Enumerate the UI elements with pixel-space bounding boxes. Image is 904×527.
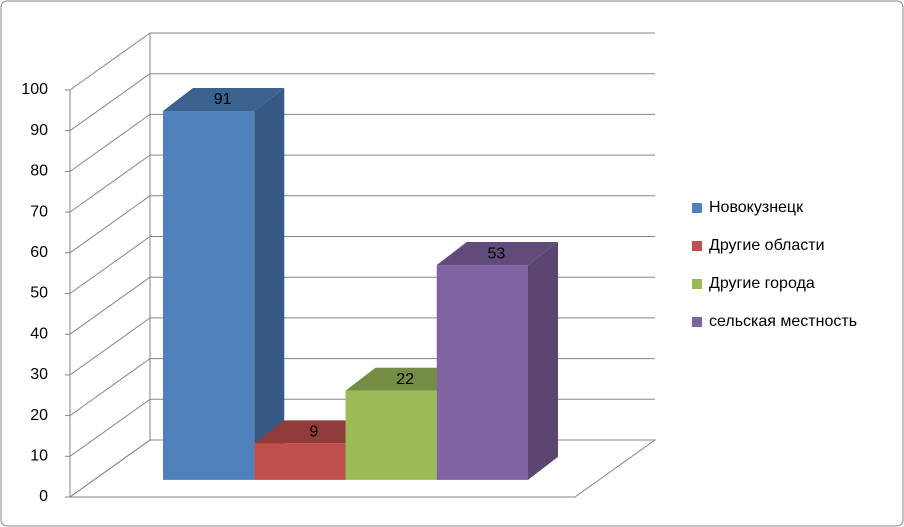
y-tick-label: 90 <box>30 122 48 139</box>
grid-line <box>69 398 151 457</box>
grid-line <box>69 195 151 254</box>
data-label: 22 <box>396 371 414 388</box>
grid-line <box>69 358 151 417</box>
legend-swatch <box>692 317 702 327</box>
data-label: 91 <box>214 91 232 108</box>
y-tick-label: 30 <box>30 366 48 383</box>
data-label: 53 <box>487 245 505 262</box>
bar-front <box>345 390 437 480</box>
bar <box>163 88 285 480</box>
y-tick-label: 20 <box>30 407 48 424</box>
bar-side <box>528 242 558 480</box>
y-tick-label: 40 <box>30 325 48 342</box>
y-tick-label: 70 <box>30 203 48 220</box>
grid-line <box>69 317 151 376</box>
bar-front <box>163 111 255 480</box>
grid-line <box>69 236 151 294</box>
data-label: 9 <box>309 424 318 441</box>
bar-front <box>254 443 346 480</box>
grid-line <box>69 73 151 132</box>
grid-line <box>69 439 151 498</box>
bar-top <box>345 367 467 391</box>
legend-label: Другие области <box>709 237 825 254</box>
grid-line <box>69 276 151 335</box>
y-tick-label: 80 <box>30 163 48 180</box>
legend-swatch <box>692 241 702 251</box>
legend-label: сельская местность <box>709 313 857 330</box>
legend-label: Другие города <box>709 275 815 292</box>
bar-top <box>436 242 558 266</box>
y-tick-label: 10 <box>30 448 48 465</box>
legend-label: Новокузнецк <box>709 199 804 216</box>
bar-front <box>436 265 528 480</box>
y-tick-label: 50 <box>30 285 48 302</box>
grid-line <box>69 154 151 213</box>
bar-side <box>254 88 285 480</box>
bar-top <box>254 420 376 444</box>
legend-swatch <box>692 203 702 213</box>
legend-swatch <box>692 279 702 289</box>
bar <box>436 242 558 480</box>
grid-line <box>69 113 151 172</box>
y-tick-label: 60 <box>30 244 48 261</box>
y-tick-label: 100 <box>21 81 48 98</box>
y-tick-label: 0 <box>39 488 48 505</box>
bar-top <box>163 88 285 112</box>
grid-line <box>69 32 151 91</box>
